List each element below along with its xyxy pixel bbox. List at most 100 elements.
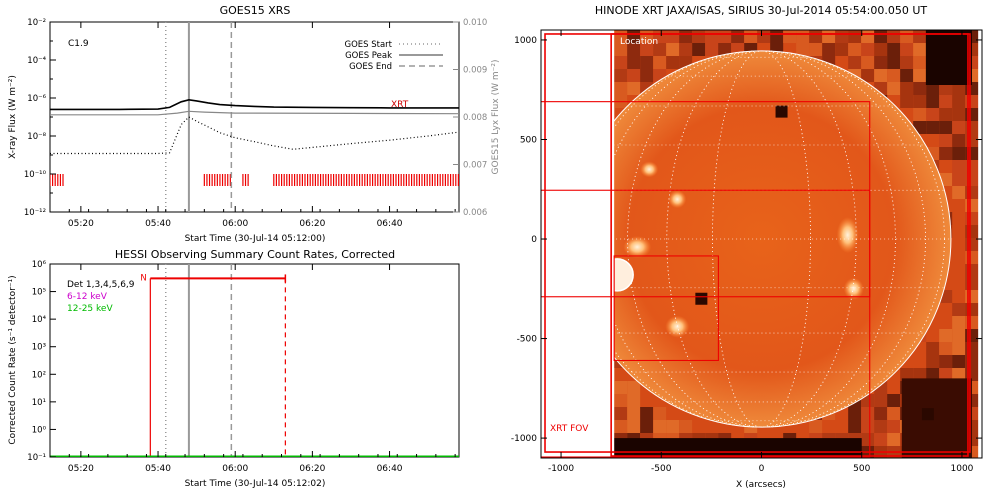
xrt-pixel-block <box>809 420 823 433</box>
xrt-pixel-block <box>692 43 706 56</box>
xrt-pixel-block <box>614 69 628 82</box>
xrt-label: XRT <box>391 100 409 110</box>
xrt-pixel-block <box>965 147 979 160</box>
hessi-title: HESSI Observing Summary Count Rates, Cor… <box>115 248 395 261</box>
xrt-pixel-block <box>705 30 719 43</box>
xrt-pixel-block <box>627 394 641 407</box>
xrt-pixel-block <box>627 82 641 95</box>
xrt-pixel-block <box>718 43 732 56</box>
hessi-y-tick-label: 10³ <box>32 343 46 353</box>
goes-plot-area <box>50 22 459 212</box>
xrt-pixel-block <box>640 420 654 433</box>
xrt-y-tick-label: 0 <box>531 235 537 245</box>
flare-class-label: C1.9 <box>68 39 89 49</box>
xrt-pixel-block <box>965 251 979 264</box>
xrt-blank-area <box>541 30 615 458</box>
active-region <box>668 190 687 209</box>
xrt-pixel-block <box>900 43 914 56</box>
goes-x-tick-label: 05:40 <box>145 219 171 229</box>
xrt-fov-rect <box>610 33 969 457</box>
goes-y-tick-label: 10⁻⁶ <box>27 94 46 104</box>
xrt-pixel-block <box>705 43 719 56</box>
goes-y2-tick-label: 0.009 <box>463 66 487 76</box>
goes-x-tick-label: 06:40 <box>377 219 403 229</box>
xrt-pixel-block <box>965 342 979 355</box>
xrt-pixel-block <box>926 108 940 121</box>
xrt-pixel-block <box>653 420 667 433</box>
xrt-pixel-block <box>614 56 628 69</box>
goes-x-tick-label: 06:20 <box>299 219 325 229</box>
xrt-pixel-block <box>640 407 654 420</box>
hessi-y-tick-label: 10⁵ <box>32 288 46 298</box>
xrt-pixel-block <box>913 30 927 43</box>
xrt-pixel-block <box>874 420 888 433</box>
xrt-pixel-block <box>939 355 953 368</box>
solar-disk <box>572 50 951 428</box>
xrt-pixel-block <box>952 82 966 95</box>
xrt-pixel-block <box>952 95 966 108</box>
xrt-pixel-block <box>874 30 888 43</box>
xrt-pixel-block <box>653 43 667 56</box>
xrt-pixel-block <box>965 186 979 199</box>
goes-x-tick-label: 06:00 <box>222 219 248 229</box>
xrt-pixel-block <box>822 43 836 56</box>
xrt-pixel-block <box>952 186 966 199</box>
hessi-night-label: N <box>140 273 146 283</box>
hessi-panel: HESSI Observing Summary Count Rates, Cor… <box>8 248 460 489</box>
xrt-y-tick-label: -1000 <box>511 434 537 444</box>
xrt-pixel-block <box>965 238 979 251</box>
xrt-pixel-block <box>965 264 979 277</box>
goes-title: GOES15 XRS <box>220 4 291 17</box>
xrt-pixel-block <box>965 355 979 368</box>
xrt-dark-corner <box>901 378 972 458</box>
xrt-pixel-block <box>861 56 875 69</box>
xrt-pixel-block <box>809 43 823 56</box>
xrt-pixel-block <box>822 30 836 43</box>
xrt-pixel-block <box>913 56 927 69</box>
xrt-pixel-block <box>666 420 680 433</box>
xrt-image-panel: HINODE XRT JAXA/ISAS, SIRIUS 30-Jul-2014… <box>511 4 983 490</box>
xrt-pixel-block <box>861 30 875 43</box>
hessi-legend-label: Det 1,3,4,5,6,9 <box>67 280 135 290</box>
dark-spot <box>695 292 708 305</box>
dark-spot <box>775 105 788 118</box>
xrt-pixel-block <box>952 368 966 381</box>
xrt-pixel-block <box>653 407 667 420</box>
xrt-pixel-block <box>965 316 979 329</box>
xrt-pixel-block <box>887 43 901 56</box>
location-label: Location <box>620 37 658 47</box>
active-region <box>843 277 864 300</box>
xrt-pixel-block <box>861 433 875 446</box>
xrt-pixel-block <box>809 30 823 43</box>
xrt-pixel-block <box>783 30 797 43</box>
hessi-plot-area <box>50 264 459 457</box>
xrt-pixel-block <box>965 329 979 342</box>
xrt-pixel-block <box>744 30 758 43</box>
goes-x-label: Start Time (30-Jul-14 05:12:00) <box>185 234 326 244</box>
xrt-pixel-block <box>627 56 641 69</box>
xrt-pixel-block <box>679 420 693 433</box>
xrt-pixel-block <box>666 30 680 43</box>
xrt-pixel-block <box>939 82 953 95</box>
xrt-fov-rect <box>541 189 871 298</box>
goes-plot-frame <box>49 21 460 213</box>
xrt-pixel-block <box>926 342 940 355</box>
xrt-pixel-block <box>900 95 914 108</box>
xrt-pixel-block <box>952 303 966 316</box>
xrt-title: HINODE XRT JAXA/ISAS, SIRIUS 30-Jul-2014… <box>595 4 928 17</box>
xrt-pixel-block <box>835 43 849 56</box>
hessi-x-tick-label: 06:40 <box>377 464 403 474</box>
xrt-pixel-block <box>900 69 914 82</box>
xrt-pixel-block <box>926 121 940 134</box>
xrt-pixel-block <box>952 108 966 121</box>
xrt-pixel-block <box>939 134 953 147</box>
hessi-legend-label: 6-12 keV <box>67 292 108 302</box>
xrt-pixel-block <box>640 43 654 56</box>
xrt-pixel-block <box>939 108 953 121</box>
xrt-pixel-block <box>965 277 979 290</box>
xrt-fov-rect <box>613 255 719 362</box>
xrt-pixel-block <box>952 355 966 368</box>
xrt-pixel-block <box>848 56 862 69</box>
